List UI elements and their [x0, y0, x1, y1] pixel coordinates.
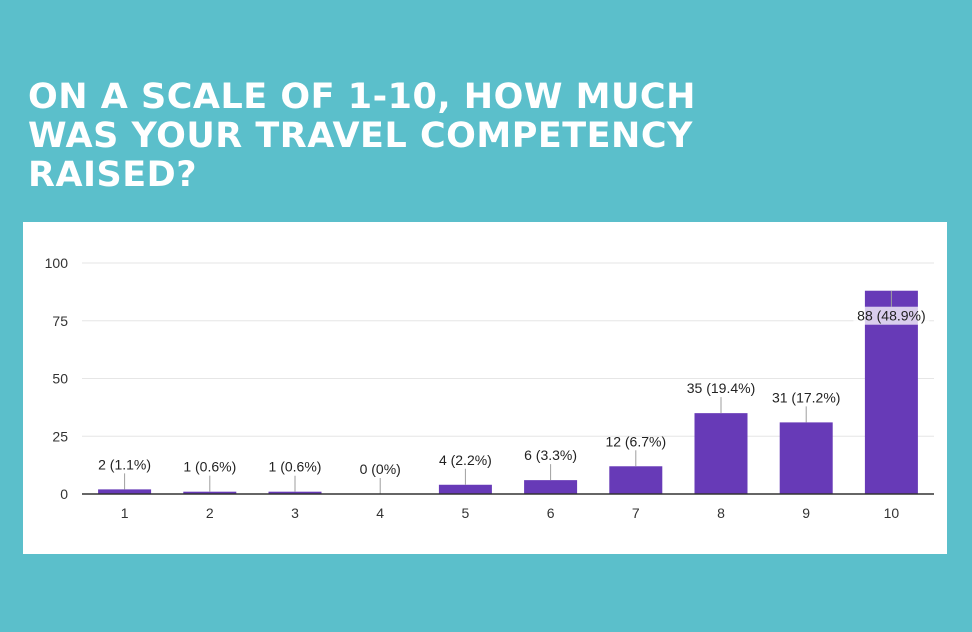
- data-label: 6 (3.3%): [524, 447, 577, 463]
- x-tick-label: 2: [206, 505, 214, 521]
- data-label: 35 (19.4%): [687, 380, 755, 396]
- bar: [609, 466, 663, 494]
- x-tick-label: 5: [462, 505, 470, 521]
- data-label: 88 (48.9%): [857, 308, 925, 324]
- data-label: 12 (6.7%): [605, 433, 666, 449]
- x-tick-label: 4: [376, 505, 384, 521]
- x-tick-label: 10: [884, 505, 900, 521]
- data-label: 2 (1.1%): [98, 456, 151, 472]
- data-label-bg: [853, 306, 930, 325]
- data-label: 4 (2.2%): [439, 452, 492, 468]
- data-label: 1 (0.6%): [183, 459, 236, 475]
- bar: [268, 491, 322, 494]
- y-tick-label: 50: [52, 371, 68, 387]
- data-label: 1 (0.6%): [269, 459, 322, 475]
- x-tick-label: 3: [291, 505, 299, 521]
- bar: [98, 489, 152, 494]
- page-title: ON A SCALE OF 1-10, HOW MUCH WAS YOUR TR…: [28, 77, 696, 195]
- y-tick-label: 75: [52, 313, 68, 329]
- bar: [694, 413, 748, 494]
- bar: [183, 491, 237, 494]
- x-tick-label: 1: [121, 505, 129, 521]
- x-tick-label: 8: [717, 505, 725, 521]
- bar: [524, 480, 578, 494]
- x-tick-label: 7: [632, 505, 640, 521]
- bar: [779, 422, 833, 494]
- x-tick-label: 9: [802, 505, 810, 521]
- data-label: 31 (17.2%): [772, 389, 840, 405]
- y-tick-label: 0: [60, 486, 68, 502]
- y-tick-label: 25: [52, 428, 68, 444]
- y-tick-label: 100: [45, 255, 69, 271]
- bar: [438, 484, 492, 494]
- chart-panel: 0 25 50 75 100 1 2 (1.1%) 2 1 (0.6%) 3 1 (0.6%) 4 0 …: [23, 222, 947, 554]
- x-tick-label: 6: [547, 505, 555, 521]
- data-label: 0 (0%): [360, 461, 401, 477]
